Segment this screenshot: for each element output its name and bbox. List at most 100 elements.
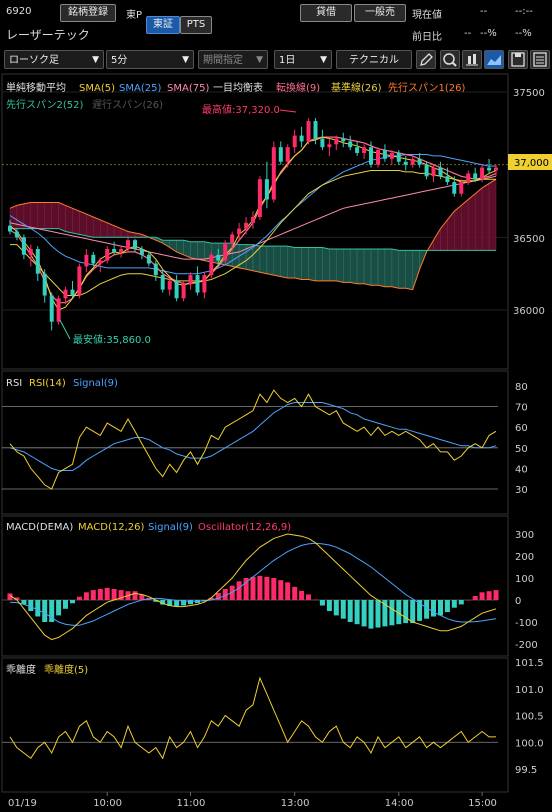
candle-body [230,234,235,244]
rsi-tick-label: 50 [515,444,528,455]
days-select[interactable]: 1日 ▼ [274,50,332,69]
oscillator-bar [167,600,173,606]
period-value: 期間指定 [203,55,243,66]
deviation-plot [2,676,498,760]
candle-body [195,275,200,293]
oscillator-bar [264,576,270,600]
oscillator-bar [14,597,20,600]
ichimoku-cloud-segment [356,248,365,285]
candle-body [376,150,380,165]
candle-body [257,179,262,217]
span1-line [9,178,497,291]
oscillator-bar [42,600,48,622]
candle-body [28,249,33,255]
rsi-tick-label: 60 [515,423,528,434]
oscillator-bar [458,600,464,605]
candle-body [209,254,214,276]
compare-icon[interactable] [462,50,482,69]
macd-signal-line [9,542,497,626]
current-time-value: --:-- [515,6,533,17]
ichimoku-cloud-segment [377,248,386,288]
ichimoku-cloud-segment [238,244,247,270]
tab-pts[interactable]: PTS [180,16,212,34]
candle-body [355,147,360,153]
percent-value: --% [515,28,532,39]
candle-body [167,280,172,290]
oscillator-bar [139,594,145,600]
chevron-down-icon: ▼ [320,55,327,65]
legend-sma5: SMA(5) [79,83,115,94]
main-panel-frame [1,73,509,370]
candle-body [459,182,464,194]
candle-body [14,231,19,238]
rsi-plot [2,389,498,490]
legend-chikou: 遅行スパン(26) [92,98,163,111]
oscillator-bar [479,592,485,600]
oscillator-bar [222,589,228,600]
oscillator-bar [493,590,499,600]
pencil-icon[interactable] [416,50,436,69]
oscillator-bar [118,590,124,600]
ichimoku-cloud-segment [405,250,413,291]
candle-body [77,266,82,296]
macd-legend-oscillator: Oscillator(12,26,9) [198,522,291,533]
oscillator-bar [181,600,187,606]
candle-body [382,150,387,159]
deviation-tick-label: 101.5 [515,658,544,669]
legend-kijun: 基準線(26) [331,81,382,94]
chart-type-select[interactable]: ローソク足 ▼ [4,50,104,69]
oscillator-bar [7,593,13,600]
interval-select[interactable]: 5分 ▼ [106,50,194,69]
ichimoku-cloud-segment [454,204,462,251]
oscillator-bar [292,586,298,600]
oscillator-bar [403,600,409,624]
register-stock-button[interactable]: 銘柄登録 [60,4,116,22]
ichimoku-cloud-segment [398,250,406,289]
deviation-title: 乖離度 [6,663,36,676]
legend-ichimoku-title: 一目均衡表 [213,81,263,94]
candle-body [264,179,269,200]
candle-body [112,249,117,252]
oscillator-bar [35,600,41,617]
oscillator-bar [21,600,27,605]
candle-body [466,173,471,183]
ichimoku-cloud-segment [197,241,205,261]
zoom-icon[interactable] [440,50,460,69]
legend-span1: 先行スパン1(26) [388,81,465,94]
credit-type-button[interactable]: 貸借 [300,4,352,22]
ichimoku-cloud-segment [329,248,337,282]
stock-code: 6920 [6,6,32,17]
oscillator-bar [188,600,193,605]
chevron-down-icon: ▼ [182,55,189,65]
candle-body [306,121,311,142]
ichimoku-cloud-segment [72,207,80,235]
account-type-button[interactable]: 一般売 [354,4,406,22]
candle-body [84,254,89,267]
oscillator-bar [354,600,360,625]
ichimoku-cloud-segment [363,248,372,286]
save-icon[interactable] [508,50,528,69]
chart-style-icon[interactable] [484,50,504,69]
ichimoku-cloud-segment [301,247,309,280]
candle-body [445,176,450,183]
oscillator-bar [382,600,388,627]
deviation-legend: 乖離度(5) [44,663,88,676]
oscillator-bar [396,600,402,625]
tab-tse[interactable]: 東証 [146,16,180,34]
candle-body [299,135,304,142]
candle-body [160,275,165,290]
oscillator-bar [375,600,381,628]
ichimoku-cloud-segment [287,245,295,279]
oscillator-bar [104,587,110,600]
current-price-value: -- [480,6,488,17]
ichimoku-cloud-segment [65,205,73,234]
oscillator-bar [472,596,478,600]
period-select[interactable]: 期間指定 ▼ [198,50,268,69]
macd-title: MACD(DEMA) [6,522,73,533]
prev-ratio-value: -- [464,28,472,39]
technical-button[interactable]: テクニカル [336,50,412,69]
candle-body [91,254,96,264]
menu-icon[interactable] [530,50,550,69]
oscillator-bar [28,600,34,611]
